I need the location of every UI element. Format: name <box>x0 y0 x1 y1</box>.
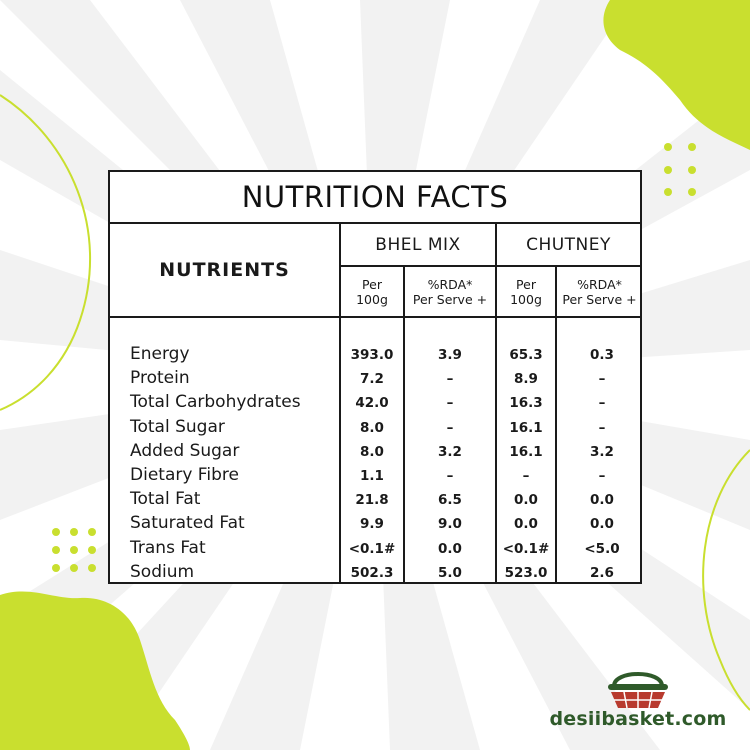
divider-groups <box>495 222 497 582</box>
bhel-per-100g-value: 42.0 <box>355 395 389 412</box>
chutney-rda-value: 0.0 <box>590 516 614 533</box>
top-right-blob <box>603 0 750 150</box>
bottom-left-dots <box>52 528 96 572</box>
divider-chutney-sub <box>555 265 557 582</box>
bhel-rda-value: – <box>446 371 454 388</box>
divider-bhel-sub <box>403 265 405 582</box>
bhel-rda-value: 6.5 <box>438 492 462 509</box>
table-row: Saturated Fat 9.9 9.0 0.0 0.0 <box>110 511 640 535</box>
chutney-per-100g-header: Per 100g <box>497 267 555 317</box>
bhel-rda-value: 9.0 <box>438 516 462 533</box>
table-row: Energy 393.0 3.9 65.3 0.3 <box>110 342 640 366</box>
table-row: Added Sugar 8.0 3.2 16.1 3.2 <box>110 439 640 463</box>
nutrient-name: Energy <box>130 344 190 364</box>
chutney-per-100g-value: – <box>522 467 530 484</box>
bhel-rda-value: 5.0 <box>438 564 462 581</box>
bhel-per-100g-value: 21.8 <box>355 492 389 509</box>
chutney-per-100g-value: 523.0 <box>504 564 548 581</box>
table-row: Sodium 502.3 5.0 523.0 2.6 <box>110 560 640 584</box>
chutney-rda-header: %RDA* Per Serve + <box>557 267 642 317</box>
chutney-rda-value: – <box>598 371 606 388</box>
nutrient-name: Added Sugar <box>130 440 240 461</box>
bhel-rda-value: – <box>446 395 454 412</box>
nutrient-name: Protein <box>130 368 190 389</box>
table-row: Total Carbohydrates 42.0 – 16.3 – <box>110 390 640 414</box>
bhel-per-100g-value: <0.1# <box>348 540 396 557</box>
chutney-rda-value: 0.3 <box>590 347 614 363</box>
bhel-per-100g-value: 393.0 <box>350 347 394 363</box>
table-row: Trans Fat <0.1# 0.0 <0.1# <5.0 <box>110 536 640 560</box>
nutrient-name: Dietary Fibre <box>130 464 239 485</box>
chutney-per-100g-value: 16.1 <box>509 419 543 436</box>
nutrients-header: NUTRIENTS <box>159 259 290 281</box>
table-row: Total Sugar 8.0 – 16.1 – <box>110 415 640 439</box>
table-row: Dietary Fibre 1.1 – – – <box>110 463 640 487</box>
divider-header-body <box>110 316 640 318</box>
bhel-per-100g-value: 1.1 <box>360 467 384 484</box>
table-row: Protein 7.2 – 8.9 – <box>110 366 640 390</box>
sub-header-line: %RDA* <box>577 277 622 292</box>
chutney-per-100g-value: 16.1 <box>509 443 543 460</box>
chutney-rda-value: 3.2 <box>590 443 614 460</box>
bhel-per-100g-value: 8.0 <box>360 443 384 460</box>
nutrient-name: Trans Fat <box>130 537 206 558</box>
divider-nutrients <box>339 222 341 582</box>
chutney-per-100g-value: <0.1# <box>502 540 550 557</box>
nutrient-name: Total Sugar <box>130 416 225 437</box>
nutrient-name: Total Carbohydrates <box>130 392 301 413</box>
divider-group-sub <box>339 265 640 267</box>
chutney-per-100g-value: 0.0 <box>514 492 538 509</box>
sub-header-line: Per Serve + <box>562 292 637 307</box>
bhel-per-100g-value: 9.9 <box>360 516 384 533</box>
table-row: Total Fat 21.8 6.5 0.0 0.0 <box>110 487 640 511</box>
bottom-left-blob <box>0 591 190 750</box>
chutney-per-100g-value: 16.3 <box>509 395 543 412</box>
sub-header-line: Per <box>362 277 382 292</box>
chutney-rda-value: – <box>598 395 606 412</box>
chutney-rda-value: 0.0 <box>590 492 614 509</box>
brand-name: desiibasket.com <box>549 708 727 730</box>
sub-header-line: %RDA* <box>427 277 473 292</box>
bhel-rda-value: 3.9 <box>438 347 462 363</box>
sub-header-line: 100g <box>356 292 388 307</box>
sub-header-line: Per <box>516 277 536 292</box>
nutrition-table: NUTRITION FACTS NUTRIENTS BHEL MIX CHUTN… <box>108 170 642 584</box>
chutney-rda-value: – <box>598 419 606 436</box>
bhel-per-100g-header: Per 100g <box>341 267 403 317</box>
bhel-per-100g-value: 502.3 <box>350 564 394 581</box>
top-right-dots <box>664 143 696 196</box>
bhel-rda-value: 0.0 <box>438 540 462 557</box>
sub-header-line: 100g <box>510 292 542 307</box>
table-title: NUTRITION FACTS <box>110 172 640 224</box>
nutrient-name: Sodium <box>130 561 195 582</box>
chutney-per-100g-value: 8.9 <box>514 371 538 388</box>
bhel-rda-value: 3.2 <box>438 443 462 460</box>
chutney-rda-value: 2.6 <box>590 564 614 581</box>
chutney-rda-value: <5.0 <box>584 540 620 557</box>
chutney-rda-value: – <box>598 467 606 484</box>
bhel-per-100g-value: 7.2 <box>360 371 384 388</box>
left-arc <box>0 94 92 411</box>
group-header-chutney: CHUTNEY <box>526 234 611 255</box>
group-header-bhel-mix: BHEL MIX <box>375 234 461 255</box>
bhel-rda-value: – <box>446 419 454 436</box>
nutrient-name: Saturated Fat <box>130 513 245 534</box>
nutrient-rows: Energy 393.0 3.9 65.3 0.3 Protein 7.2 – … <box>110 342 640 584</box>
right-arc <box>702 449 750 711</box>
bhel-rda-value: – <box>446 467 454 484</box>
basket-logo-icon <box>608 672 668 709</box>
chutney-per-100g-value: 0.0 <box>514 516 538 533</box>
chutney-per-100g-value: 65.3 <box>509 347 543 363</box>
nutrient-name: Total Fat <box>130 489 201 510</box>
bhel-rda-header: %RDA* Per Serve + <box>405 267 495 317</box>
sub-header-line: Per Serve + <box>412 292 488 307</box>
bhel-per-100g-value: 8.0 <box>360 419 384 436</box>
